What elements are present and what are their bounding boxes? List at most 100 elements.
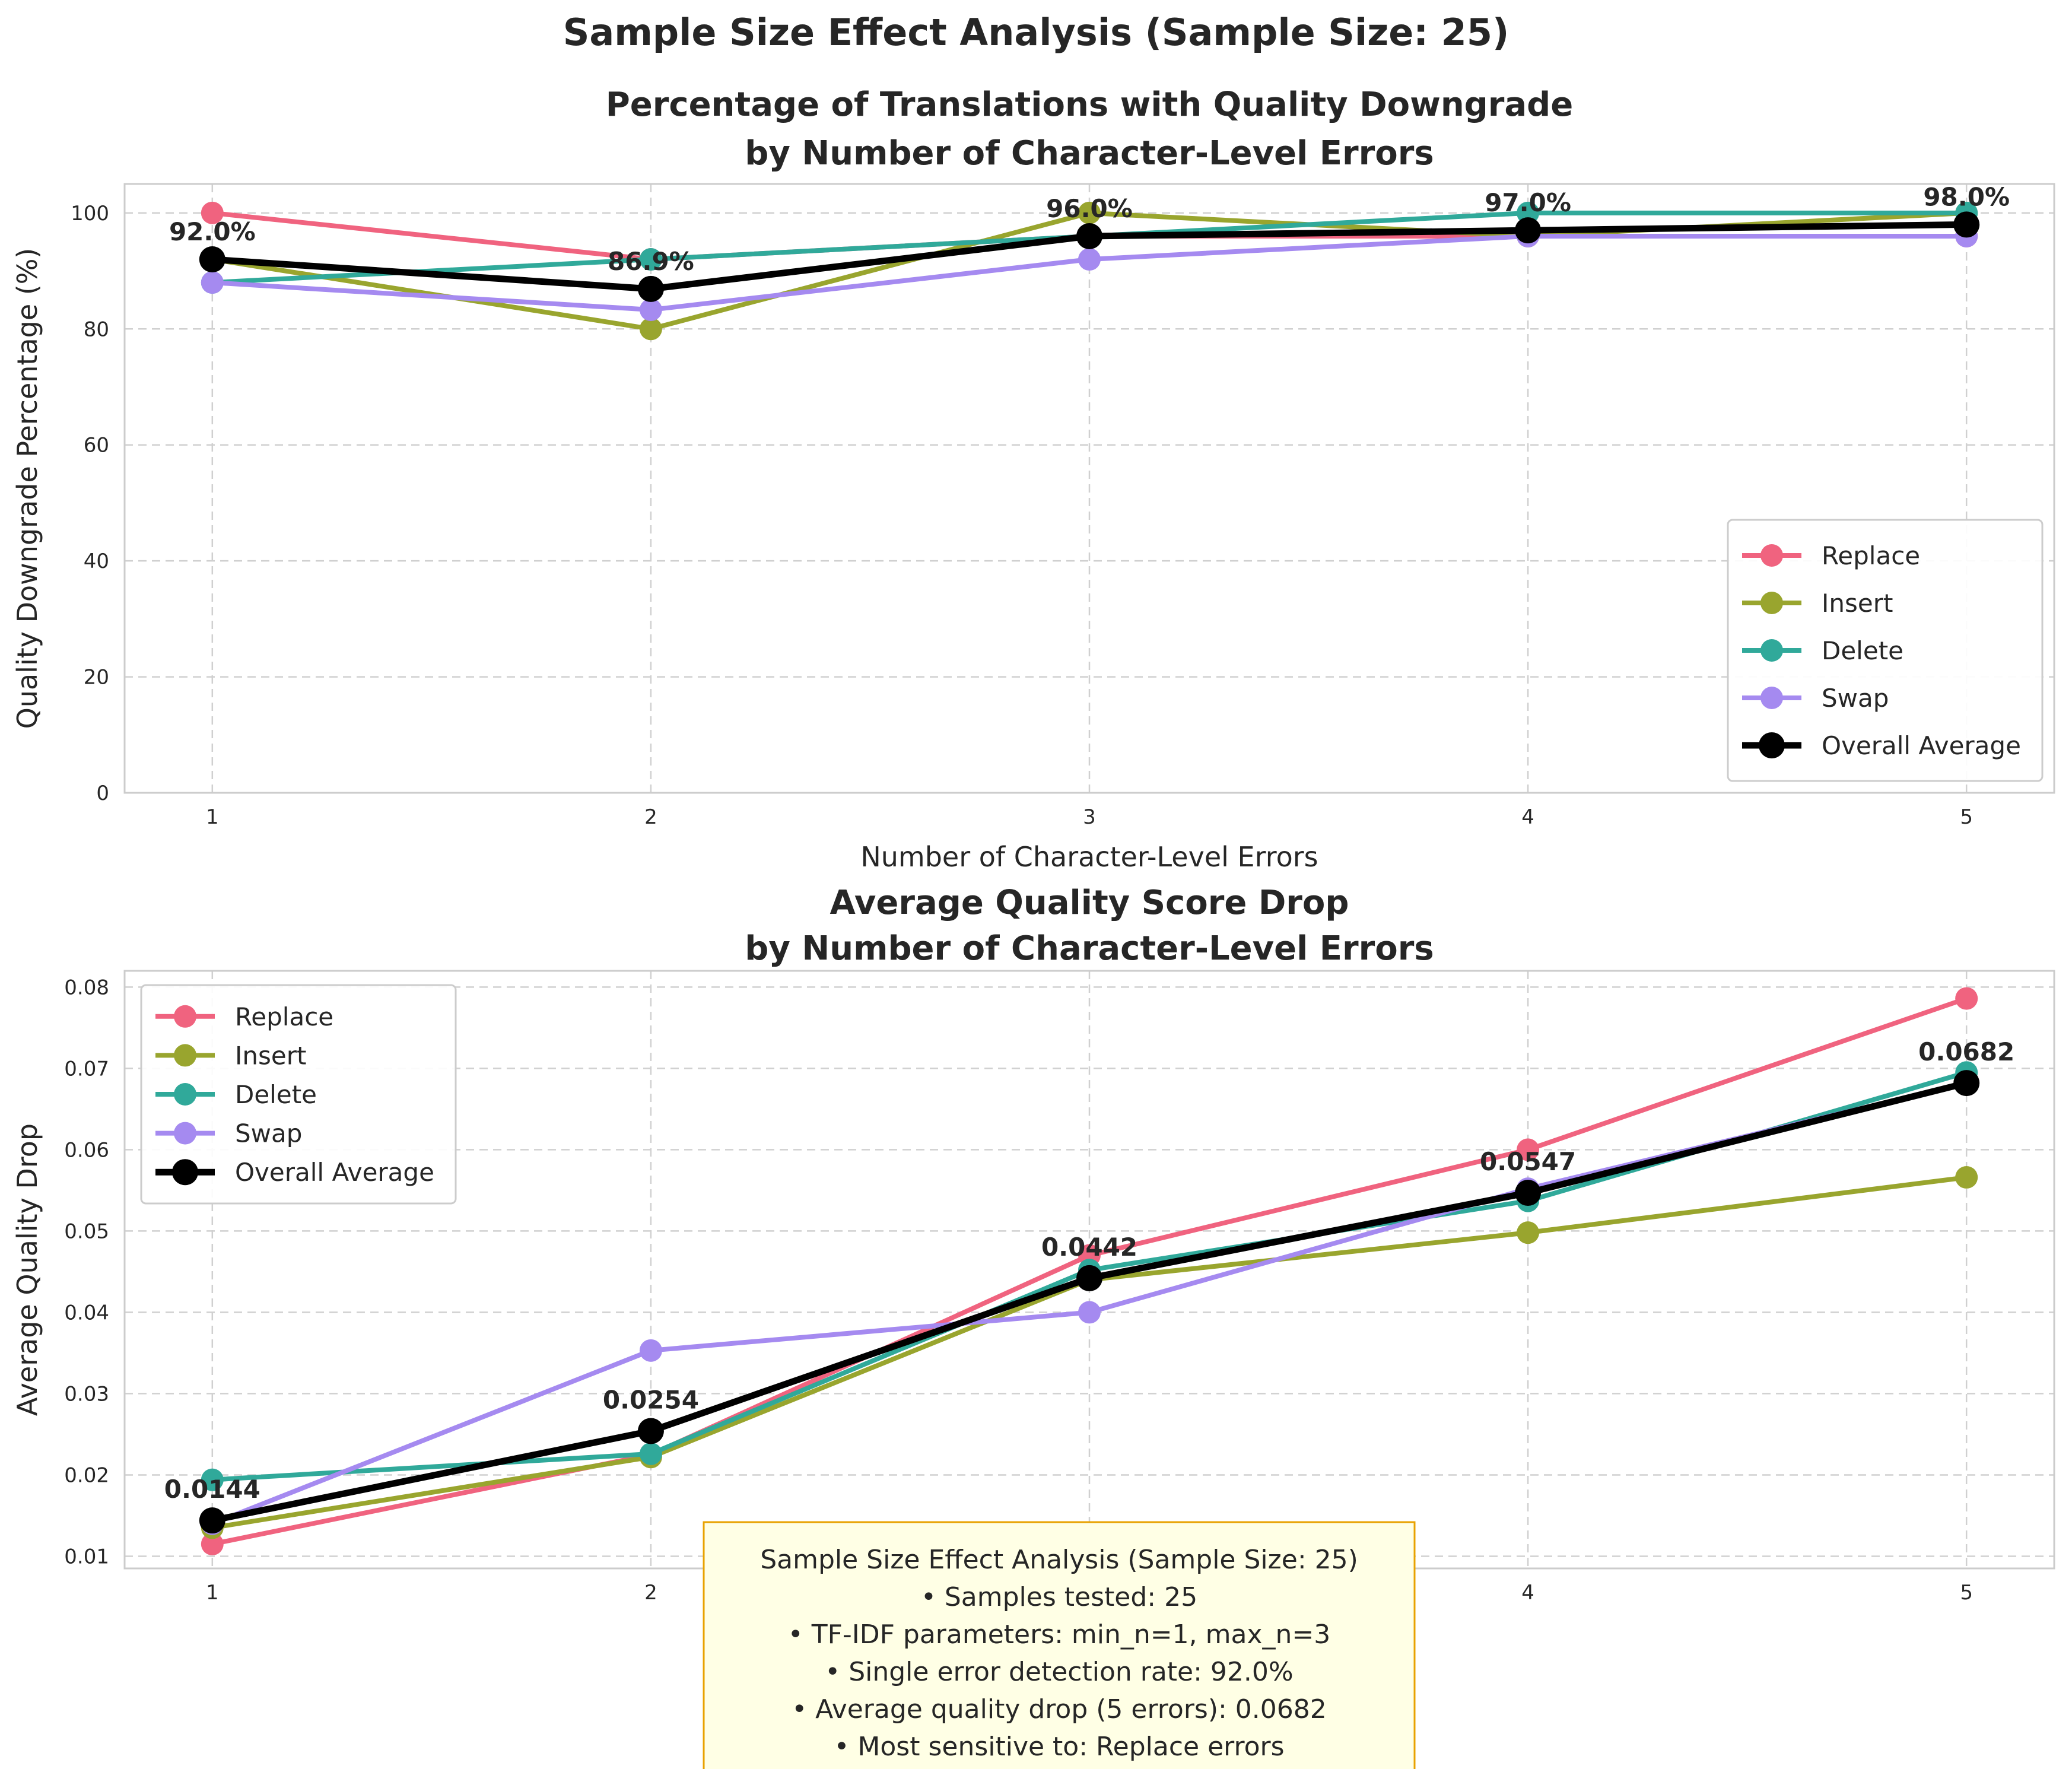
- pct-point-overall-average: [1076, 223, 1102, 249]
- pct-legend-swatch-marker: [1760, 592, 1783, 614]
- drop-legend-frame: [140, 984, 457, 1205]
- drop-legend-swatch-marker: [174, 1005, 196, 1028]
- drop-point-delete: [639, 1442, 662, 1465]
- drop-legend: Replace Insert Delete Swap Overall Average: [140, 984, 457, 1205]
- drop-legend-label: Swap: [235, 1119, 302, 1148]
- pct-legend-swatch-marker: [1760, 544, 1783, 567]
- drop-point-insert: [1517, 1221, 1540, 1244]
- drop-legend-label: Overall Average: [235, 1158, 434, 1187]
- pct-legend-label: Delete: [1822, 636, 1903, 665]
- figure-title: Sample Size Effect Analysis (Sample Size…: [563, 11, 1509, 54]
- pct-legend-swatch-marker: [1759, 732, 1785, 758]
- pct-y-tick-label: 80: [84, 317, 109, 341]
- drop-x-tick-label: 2: [644, 1581, 657, 1605]
- drop-y-tick-label: 0.07: [64, 1057, 109, 1081]
- pct-data-label: 97.0%: [1485, 188, 1571, 217]
- pct-point-insert: [1078, 201, 1101, 224]
- pct-point-delete: [639, 248, 662, 271]
- drop-y-tick-label: 0.05: [64, 1219, 109, 1243]
- pct-x-tick-label: 4: [1521, 805, 1534, 829]
- pct-y-axis-label: Quality Downgrade Percentage (%): [11, 248, 43, 729]
- pct-y-tick-label: 20: [84, 666, 109, 690]
- drop-data-label: 0.0442: [1041, 1233, 1137, 1262]
- pct-data-label: 98.0%: [1923, 182, 2010, 211]
- pct-x-tick-label: 5: [1960, 805, 1973, 829]
- pct-point-overall-average: [1953, 211, 1980, 238]
- drop-legend-swatch-marker: [174, 1122, 196, 1145]
- pct-point-insert: [639, 317, 662, 341]
- drop-point-overall-average: [1515, 1180, 1542, 1206]
- summary-line: • Most sensitive to: Replace errors: [834, 1732, 1284, 1762]
- quality-drop-chart: 123450.010.020.030.040.050.060.070.08Ave…: [11, 884, 2055, 1644]
- drop-legend-label: Replace: [235, 1002, 333, 1031]
- drop-y-tick-label: 0.03: [64, 1382, 109, 1406]
- drop-legend-swatch-marker: [174, 1083, 196, 1106]
- pct-data-label: 92.0%: [169, 217, 256, 246]
- drop-chart-title: Average Quality Score Drop: [830, 884, 1349, 922]
- pct-legend-label: Swap: [1822, 684, 1889, 713]
- downgrade-percentage-chart: 1 2 3 4 5 0 20 40 60 80 100 Percentage of Translati…: [11, 85, 2055, 873]
- pct-point-swap: [1078, 248, 1101, 271]
- drop-legend-label: Insert: [235, 1041, 306, 1070]
- pct-x-axis-label: Number of Character-Level Errors: [860, 841, 1318, 873]
- drop-point-swap: [1078, 1301, 1101, 1324]
- drop-point-overall-average: [199, 1507, 225, 1534]
- drop-legend-swatch-marker: [172, 1159, 198, 1186]
- summary-line: Sample Size Effect Analysis (Sample Size…: [760, 1545, 1358, 1575]
- drop-y-axis-label: Average Quality Drop: [11, 1123, 43, 1416]
- drop-point-replace: [201, 1532, 224, 1555]
- summary-line: • TF-IDF parameters: min_n=1, max_n=3: [788, 1619, 1330, 1650]
- drop-point-swap: [639, 1339, 662, 1362]
- drop-x-tick-label: 4: [1521, 1581, 1534, 1605]
- drop-data-label: 0.0682: [1918, 1037, 2014, 1066]
- drop-y-tick-label: 0.04: [64, 1301, 109, 1325]
- pct-point-overall-average: [1515, 217, 1542, 244]
- pct-legend-frame: [1727, 519, 2044, 782]
- drop-y-tick-label: 0.06: [64, 1138, 109, 1162]
- pct-y-tick-label: 100: [71, 202, 109, 226]
- drop-point-delete: [201, 1468, 224, 1491]
- pct-legend: Replace Insert Delete Swap Overall Average: [1727, 519, 2044, 782]
- drop-data-label: 0.0547: [1480, 1147, 1576, 1176]
- pct-legend-swatch-marker: [1760, 687, 1783, 709]
- drop-y-tick-label: 0.02: [64, 1463, 109, 1487]
- pct-point-overall-average: [199, 246, 225, 273]
- drop-chart-title-line2: by Number of Character-Level Errors: [745, 929, 1434, 968]
- pct-point-swap: [639, 298, 662, 322]
- summary-box: Sample Size Effect Analysis (Sample Size…: [703, 1521, 1416, 1769]
- pct-legend-label: Overall Average: [1822, 731, 2021, 760]
- drop-point-overall-average: [1076, 1265, 1102, 1291]
- drop-line-insert: [209, 1174, 1969, 1530]
- pct-plot-frame: [123, 183, 2055, 794]
- pct-y-tick-label: 40: [84, 550, 109, 573]
- pct-point-swap: [201, 271, 224, 294]
- drop-point-replace: [1955, 987, 1978, 1010]
- pct-point-replace: [201, 201, 224, 224]
- drop-x-tick-label: 1: [206, 1581, 219, 1605]
- pct-x-tick-label: 1: [206, 805, 219, 829]
- pct-x-tick-label: 3: [1083, 805, 1096, 829]
- pct-legend-label: Insert: [1822, 589, 1893, 618]
- pct-legend-label: Replace: [1822, 541, 1920, 570]
- drop-data-label: 0.0254: [603, 1385, 699, 1414]
- drop-x-tick-label: 5: [1960, 1581, 1973, 1605]
- pct-chart-title: Percentage of Translations with Quality …: [606, 85, 1574, 124]
- drop-y-tick-label: 0.08: [64, 976, 109, 999]
- drop-series-replace: [201, 987, 1978, 1555]
- drop-point-overall-average: [637, 1418, 664, 1444]
- drop-series-overall-average: [199, 1070, 1980, 1534]
- pct-data-label: 86.9%: [608, 247, 694, 276]
- summary-line: • Single error detection rate: 92.0%: [825, 1657, 1293, 1687]
- drop-legend-label: Delete: [235, 1080, 317, 1109]
- summary-box-frame: [703, 1521, 1416, 1769]
- pct-x-tick-label: 2: [644, 805, 657, 829]
- pct-y-tick-label: 0: [96, 782, 109, 805]
- pct-chart-title-line2: by Number of Character-Level Errors: [745, 134, 1434, 173]
- drop-point-replace: [1517, 1138, 1540, 1161]
- drop-legend-swatch-marker: [174, 1044, 196, 1067]
- drop-data-label: 0.0144: [164, 1475, 260, 1504]
- summary-line: • Samples tested: 25: [921, 1582, 1197, 1612]
- pct-data-label: 96.0%: [1046, 194, 1133, 223]
- pct-series-overall-average: [199, 211, 1980, 302]
